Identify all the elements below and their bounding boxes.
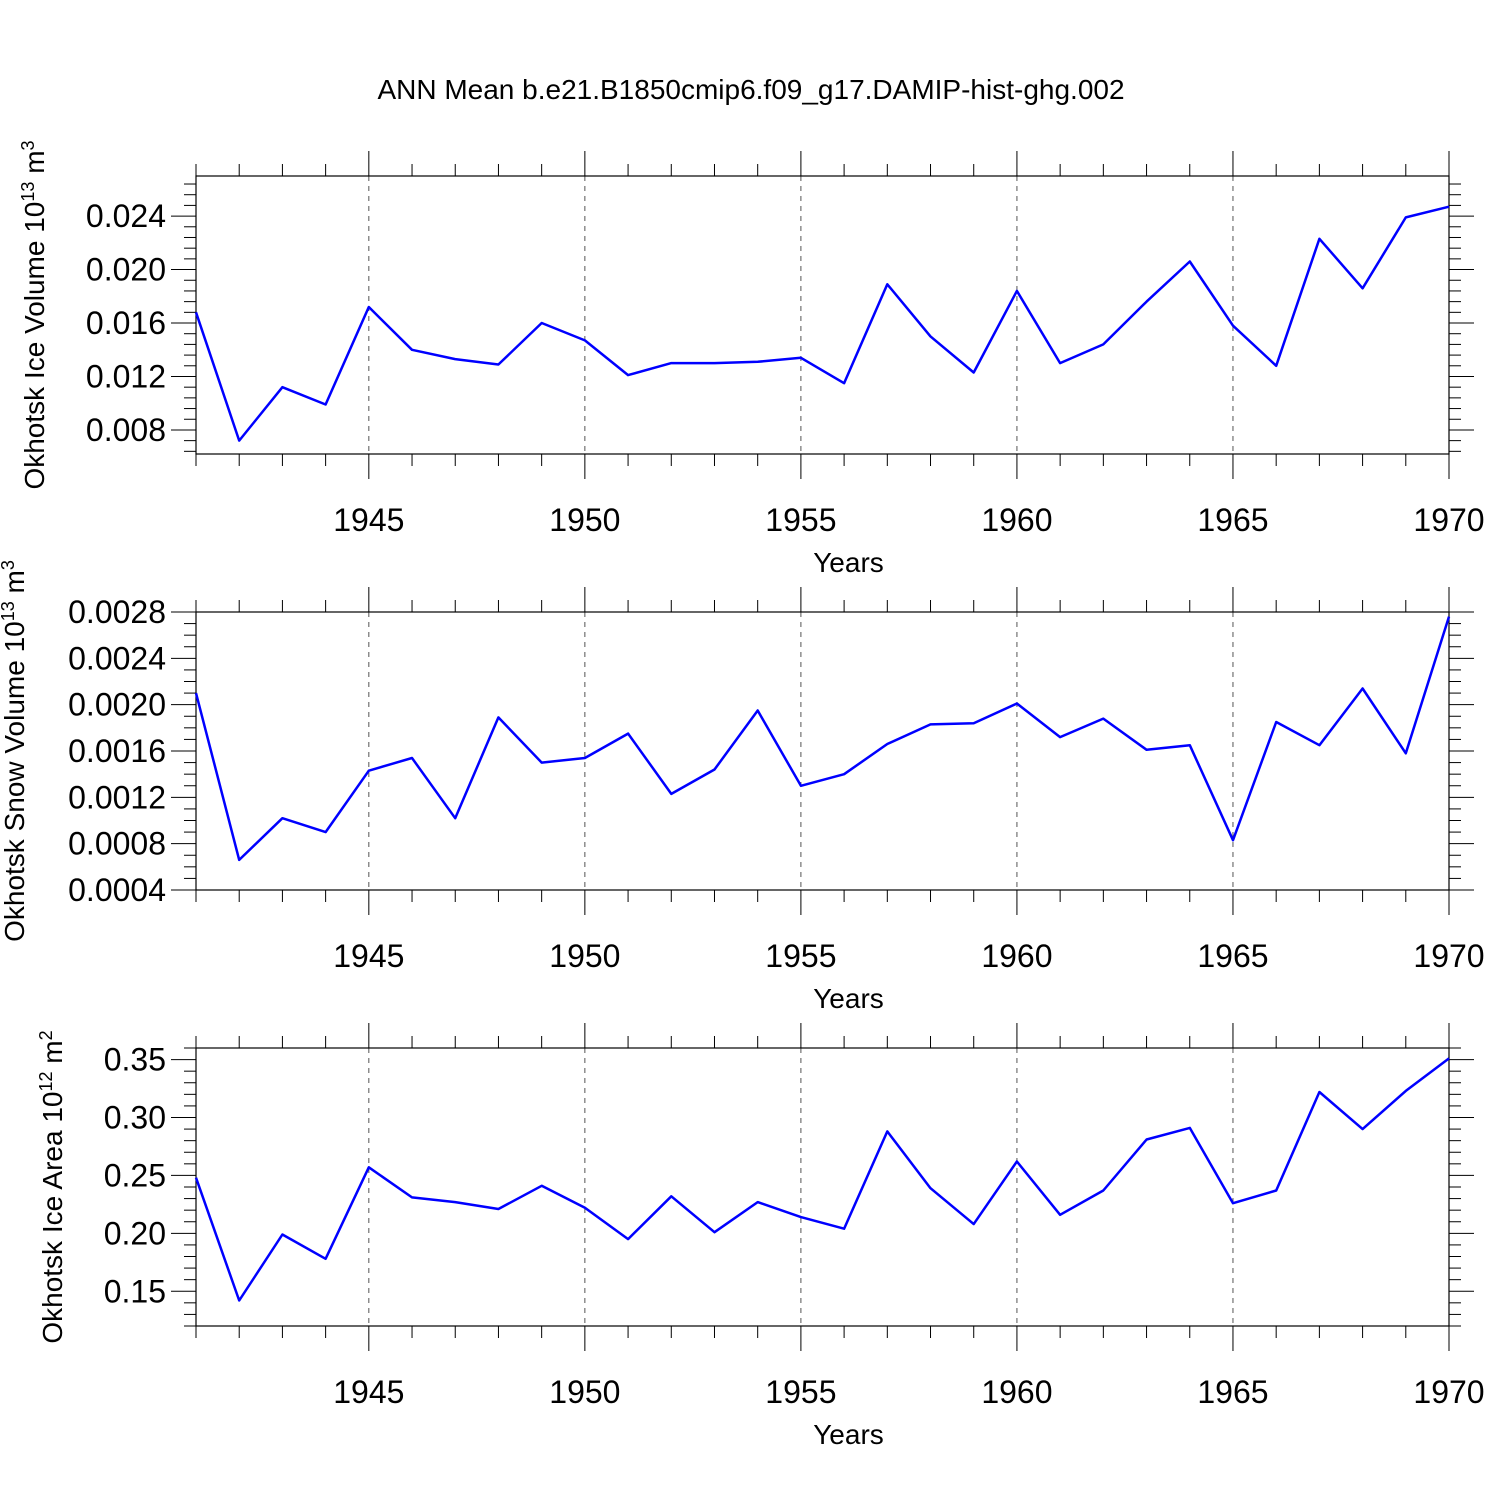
series-line: [194, 1057, 1450, 1302]
y-tick-label: 0.0004: [68, 872, 166, 908]
chart-panel-2: 0.0004 0.0008 0.0012 0.0016 0.0020 0.0024 0.00…: [0, 560, 1485, 1014]
plot-frame: [195, 175, 1450, 455]
figure-title: ANN Mean b.e21.B1850cmip6.f09_g17.DAMIP-…: [377, 74, 1124, 105]
y-axis-title-text: Okhotsk Ice Area 10: [37, 1092, 68, 1344]
x-tick-label: 1945: [333, 938, 404, 974]
plot-frame: [195, 1047, 1450, 1327]
x-tick-label: 1955: [765, 1374, 836, 1410]
y-axis-title: Okhotsk Ice Volume 1013 m3: [18, 140, 50, 489]
y-tick-label: 0.016: [86, 305, 166, 341]
series-line: [194, 205, 1450, 442]
x-tick-label: 1945: [333, 1374, 404, 1410]
y-axis-title-superscript: 2: [36, 1030, 56, 1040]
y-tick-label: 0.0028: [68, 594, 166, 630]
y-tick-label: 0.012: [86, 358, 166, 394]
x-tick-label: 1965: [1197, 502, 1268, 538]
x-tick-label: 1970: [1413, 502, 1484, 538]
y-tick-label: 0.020: [86, 252, 166, 288]
y-tick-label: 0.0016: [68, 733, 166, 769]
x-tick-label: 1955: [765, 938, 836, 974]
y-tick-label: 0.0020: [68, 687, 166, 723]
y-axis-title-superscript: 3: [0, 560, 18, 570]
y-axis-title-text: m: [37, 1040, 68, 1071]
x-tick-label: 1950: [549, 502, 620, 538]
y-tick-label: 0.25: [104, 1157, 166, 1193]
x-tick-label: 1960: [981, 502, 1052, 538]
y-axis-title-text: m: [0, 570, 30, 601]
y-tick-label: 0.15: [104, 1273, 166, 1309]
y-axis-title-text: Okhotsk Ice Volume 10: [19, 202, 50, 490]
chart-panel-3: 0.15 0.20 0.25 0.30 0.35 1945 1950 1955 1960 1965…: [36, 1023, 1485, 1450]
x-tick-label: 1970: [1413, 1374, 1484, 1410]
y-tick-label: 0.0012: [68, 779, 166, 815]
series-line: [194, 616, 1451, 862]
x-tick-label: 1960: [981, 938, 1052, 974]
y-tick-label: 0.024: [86, 198, 166, 234]
x-tick-label: 1945: [333, 502, 404, 538]
x-tick-label: 1950: [549, 1374, 620, 1410]
y-axis-title-superscript: 13: [18, 182, 38, 202]
panels: 0.008 0.012 0.016 0.020 0.024 1945 1950 1955 196…: [0, 140, 1485, 1450]
x-tick-label: 1965: [1197, 1374, 1268, 1410]
plot-frame: [195, 611, 1450, 891]
y-axis-title-superscript: 12: [36, 1071, 56, 1091]
y-axis-title-superscript: 3: [18, 140, 38, 150]
x-tick-label: 1965: [1197, 938, 1268, 974]
y-tick-label: 0.20: [104, 1215, 166, 1251]
y-tick-label: 0.0008: [68, 826, 166, 862]
x-tick-label: 1955: [765, 502, 836, 538]
y-tick-label: 0.008: [86, 412, 166, 448]
y-axis-title: Okhotsk Snow Volume 1013 m3: [0, 560, 30, 942]
x-axis-title: Years: [813, 983, 884, 1014]
y-axis-title-text: Okhotsk Snow Volume 10: [0, 621, 30, 942]
x-tick-label: 1950: [549, 938, 620, 974]
x-axis-title: Years: [813, 547, 884, 578]
y-tick-label: 0.30: [104, 1100, 166, 1136]
y-tick-label: 0.0024: [68, 640, 166, 676]
x-tick-label: 1970: [1413, 938, 1484, 974]
y-tick-label: 0.35: [104, 1042, 166, 1078]
y-axis-title: Okhotsk Ice Area 1012 m2: [36, 1030, 68, 1343]
x-tick-label: 1960: [981, 1374, 1052, 1410]
y-axis-title-text: m: [19, 150, 50, 181]
x-axis-title: Years: [813, 1419, 884, 1450]
y-axis-title-superscript: 13: [0, 601, 18, 621]
chart-panel-1: 0.008 0.012 0.016 0.020 0.024 1945 1950 1955 196…: [18, 140, 1485, 578]
